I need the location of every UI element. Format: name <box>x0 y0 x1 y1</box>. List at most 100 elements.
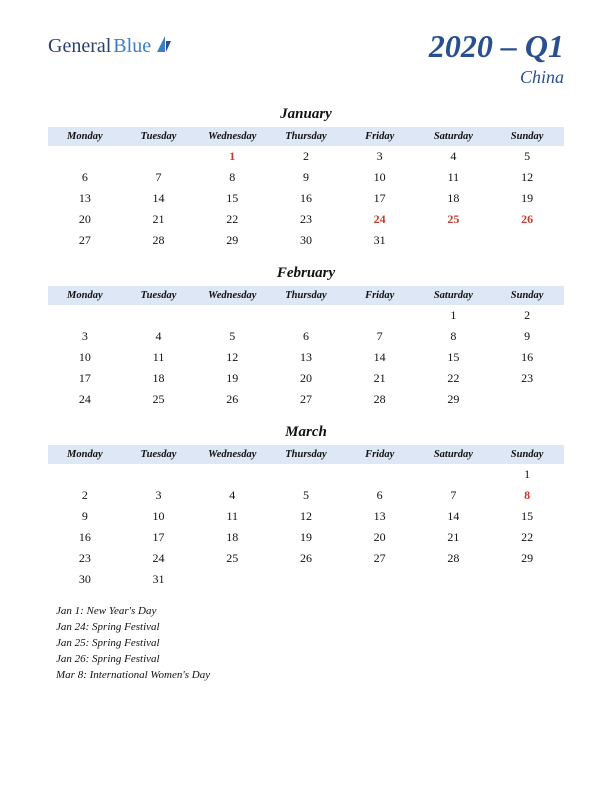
calendar-day <box>122 146 196 167</box>
calendar-row: 6789101112 <box>48 167 564 188</box>
calendar-day: 5 <box>269 485 343 506</box>
weekday-header: Saturday <box>417 127 491 146</box>
calendar-day: 19 <box>269 527 343 548</box>
calendar-day: 16 <box>490 347 564 368</box>
calendar-day: 11 <box>195 506 269 527</box>
logo-text-blue: Blue <box>113 35 151 58</box>
calendar-day: 17 <box>343 188 417 209</box>
calendar-day <box>269 305 343 326</box>
calendar-day: 17 <box>122 527 196 548</box>
calendar-day <box>122 305 196 326</box>
holiday-list: Jan 1: New Year's DayJan 24: Spring Fest… <box>48 604 564 684</box>
holiday-entry: Jan 25: Spring Festival <box>56 636 564 652</box>
calendar-table: MondayTuesdayWednesdayThursdayFridaySatu… <box>48 286 564 410</box>
month-block: MarchMondayTuesdayWednesdayThursdayFrida… <box>48 424 564 590</box>
weekday-header: Friday <box>343 445 417 464</box>
calendar-day <box>343 569 417 590</box>
calendar-day: 28 <box>122 230 196 251</box>
calendar-day <box>122 464 196 485</box>
calendar-day: 12 <box>269 506 343 527</box>
calendar-day <box>48 146 122 167</box>
calendar-day <box>195 305 269 326</box>
calendar-row: 12345 <box>48 146 564 167</box>
calendar-day: 21 <box>417 527 491 548</box>
calendar-day: 15 <box>195 188 269 209</box>
calendar-day: 13 <box>48 188 122 209</box>
calendar-row: 16171819202122 <box>48 527 564 548</box>
holiday-entry: Jan 26: Spring Festival <box>56 652 564 668</box>
calendar-day: 7 <box>122 167 196 188</box>
page-title: 2020 – Q1 <box>429 28 564 65</box>
month-block: JanuaryMondayTuesdayWednesdayThursdayFri… <box>48 106 564 251</box>
calendar-day: 19 <box>490 188 564 209</box>
calendar-day: 10 <box>343 167 417 188</box>
calendar-day: 20 <box>48 209 122 230</box>
calendar-row: 1 <box>48 464 564 485</box>
calendar-day: 21 <box>122 209 196 230</box>
weekday-header: Tuesday <box>122 286 196 305</box>
weekday-header: Thursday <box>269 445 343 464</box>
calendar-day: 8 <box>417 326 491 347</box>
calendar-day: 10 <box>48 347 122 368</box>
calendar-day: 10 <box>122 506 196 527</box>
weekday-header: Sunday <box>490 286 564 305</box>
weekday-header: Tuesday <box>122 445 196 464</box>
calendar-day: 26 <box>195 389 269 410</box>
calendar-day: 19 <box>195 368 269 389</box>
calendar-day: 20 <box>343 527 417 548</box>
calendar-day: 28 <box>343 389 417 410</box>
calendar-row: 3031 <box>48 569 564 590</box>
calendar-row: 17181920212223 <box>48 368 564 389</box>
calendar-day: 25 <box>195 548 269 569</box>
calendar-table: MondayTuesdayWednesdayThursdayFridaySatu… <box>48 445 564 590</box>
calendar-day: 4 <box>417 146 491 167</box>
weekday-header: Wednesday <box>195 127 269 146</box>
calendar-table: MondayTuesdayWednesdayThursdayFridaySatu… <box>48 127 564 251</box>
calendar-day: 28 <box>417 548 491 569</box>
calendar-row: 2345678 <box>48 485 564 506</box>
calendar-day: 7 <box>417 485 491 506</box>
calendar-day: 29 <box>195 230 269 251</box>
calendar-day: 9 <box>490 326 564 347</box>
calendar-day: 18 <box>417 188 491 209</box>
calendar-day <box>417 569 491 590</box>
calendar-day: 8 <box>195 167 269 188</box>
calendar-day: 27 <box>269 389 343 410</box>
calendar-day: 24 <box>122 548 196 569</box>
calendar-day: 11 <box>417 167 491 188</box>
calendar-day <box>490 230 564 251</box>
calendar-day: 24 <box>48 389 122 410</box>
calendar-day: 1 <box>490 464 564 485</box>
weekday-header: Saturday <box>417 445 491 464</box>
calendar-day <box>417 230 491 251</box>
calendar-day: 27 <box>48 230 122 251</box>
weekday-header: Saturday <box>417 286 491 305</box>
calendar-day: 5 <box>195 326 269 347</box>
calendar-day <box>195 464 269 485</box>
calendar-day: 23 <box>269 209 343 230</box>
calendar-day: 12 <box>490 167 564 188</box>
calendar-day: 9 <box>48 506 122 527</box>
title-block: 2020 – Q1 China <box>429 28 564 88</box>
calendar-day <box>48 305 122 326</box>
calendar-day: 27 <box>343 548 417 569</box>
calendar-day: 2 <box>48 485 122 506</box>
month-name: February <box>48 265 564 282</box>
holiday-entry: Jan 1: New Year's Day <box>56 604 564 620</box>
header: GeneralBlue 2020 – Q1 China <box>48 28 564 88</box>
calendar-day: 15 <box>490 506 564 527</box>
calendar-day: 9 <box>269 167 343 188</box>
calendar-day: 20 <box>269 368 343 389</box>
calendar-day: 13 <box>269 347 343 368</box>
weekday-header: Tuesday <box>122 127 196 146</box>
calendar-day <box>48 464 122 485</box>
calendar-day: 2 <box>269 146 343 167</box>
calendar-day: 6 <box>48 167 122 188</box>
calendar-day: 15 <box>417 347 491 368</box>
calendar-row: 9101112131415 <box>48 506 564 527</box>
calendar-row: 10111213141516 <box>48 347 564 368</box>
calendar-day <box>343 464 417 485</box>
calendar-day: 8 <box>490 485 564 506</box>
calendar-day: 12 <box>195 347 269 368</box>
calendar-day: 11 <box>122 347 196 368</box>
